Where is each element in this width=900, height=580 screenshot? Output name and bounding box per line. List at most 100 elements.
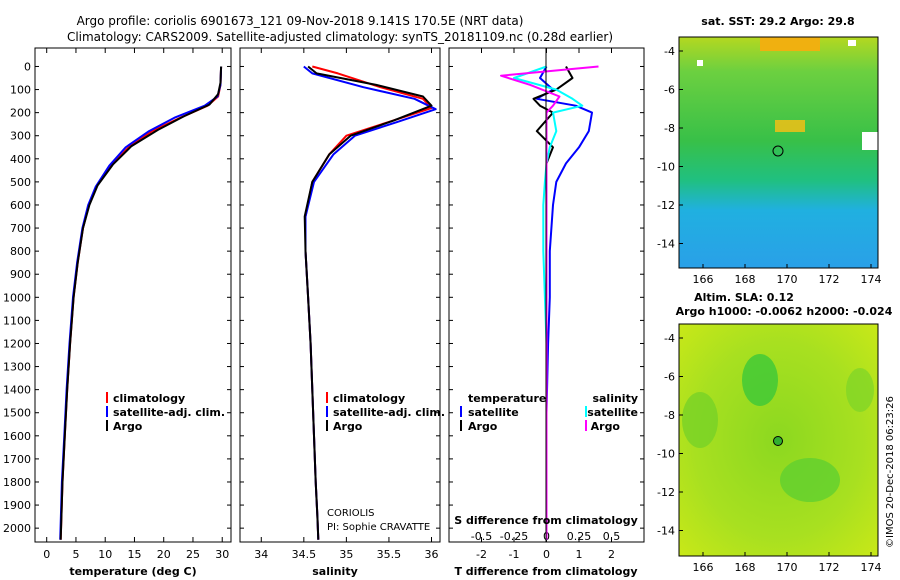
depth-tick-label: 2000 — [3, 522, 31, 535]
map-y-tick-label: -4 — [664, 332, 675, 345]
series-line-satellite-adj-clim- — [59, 66, 223, 540]
map-x-tick-label: 168 — [735, 561, 756, 574]
sla-map-axes: 166 168 170 172 174 -4 -6 -8 -10 -12 -14 — [657, 332, 881, 574]
map-x-tick-label: 174 — [861, 273, 882, 286]
sst-argo-marker — [772, 145, 784, 157]
temperature-xlabel: temperature (deg C) — [69, 565, 196, 578]
legend-label: climatology — [113, 392, 185, 405]
x-tick-label: 25 — [186, 548, 200, 561]
sst-map-field — [679, 37, 878, 268]
x-tick-label: 36 — [424, 548, 438, 561]
legend-label: Argo — [113, 420, 143, 433]
sla-map-frame — [678, 323, 879, 557]
x-tick-label: 0 — [43, 548, 50, 561]
x-tick-label: -2 — [476, 548, 487, 561]
sla-high-blob — [682, 392, 718, 448]
data-centre-note: CORIOLIS — [327, 508, 375, 519]
series-line-satellite-adj-clim- — [303, 65, 437, 540]
depth-tick-label: 1700 — [3, 453, 31, 466]
title-line-2: Climatology: CARS2009. Satellite-adjuste… — [67, 30, 613, 44]
difference-top-label: S difference from climatology — [454, 514, 638, 527]
legend-label: Argo — [468, 420, 498, 433]
sst-map-frame — [678, 36, 879, 269]
legend-label: Argo — [591, 420, 621, 433]
legend-label: satellite-adj. clim. — [113, 406, 225, 419]
series-line-climatology — [304, 65, 433, 540]
depth-tick-label: 100 — [10, 84, 31, 97]
legend-temp-title: temperature — [468, 392, 546, 405]
temperature-series — [59, 66, 223, 540]
legend-label: satellite-adj. clim. — [333, 406, 445, 419]
top-x-tick-label: 0.5 — [603, 530, 621, 543]
depth-tick-label: 900 — [10, 268, 31, 281]
difference-xlabel: T difference from climatology — [454, 565, 637, 578]
x-tick-label: 34.5 — [292, 548, 317, 561]
salinity-series — [303, 65, 437, 540]
sst-cloud-gap — [862, 132, 878, 150]
x-tick-label: 15 — [127, 548, 141, 561]
salinity-legend: climatology satellite-adj. clim. Argo — [326, 392, 445, 433]
map-x-tick-label: 166 — [693, 561, 714, 574]
x-tick-label: 5 — [72, 548, 79, 561]
legend-label: satellite — [587, 406, 638, 419]
sst-warm-patch — [760, 37, 820, 51]
legend-label: climatology — [333, 392, 405, 405]
imos-watermark: ©IMOS 20-Dec-2018 06:23:26 — [885, 396, 896, 548]
x-tick-label: 2 — [608, 548, 615, 561]
series-line-argo — [303, 65, 433, 540]
depth-tick-label: 1500 — [3, 407, 31, 420]
sla-high-blob — [846, 368, 874, 412]
depth-tick-label: 1400 — [3, 384, 31, 397]
top-x-tick-label: 0.25 — [567, 530, 592, 543]
map-y-tick-label: -12 — [657, 199, 675, 212]
series-line-salinity-satellite — [513, 65, 584, 540]
top-x-tick-label: -0.25 — [500, 530, 528, 543]
difference-top-axis: -0.5-0.2500.250.5 — [471, 530, 620, 543]
depth-tick-label: 200 — [10, 107, 31, 120]
legend-label: Argo — [333, 420, 363, 433]
x-tick-label: 1 — [576, 548, 583, 561]
sla-high-blob — [780, 458, 840, 502]
x-tick-label: 10 — [98, 548, 112, 561]
x-tick-label: 30 — [215, 548, 229, 561]
pi-note: PI: Sophie CRAVATTE — [327, 522, 430, 533]
legend-sal-title: salinity — [592, 392, 638, 405]
salinity-panel-frame — [239, 47, 441, 543]
map-x-tick-label: 172 — [819, 561, 840, 574]
depth-tick-label: 1900 — [3, 499, 31, 512]
x-tick-label: 0 — [543, 548, 550, 561]
sst-map: 166 168 170 172 174 -4 -6 -8 -10 -12 -14 — [657, 36, 882, 286]
depth-axis: 0 100 200 300 400 500 600 700 800 900 1000 1100 1200… — [3, 60, 644, 535]
depth-tick-label: 1800 — [3, 476, 31, 489]
depth-tick-label: 1600 — [3, 430, 31, 443]
map-x-tick-label: 174 — [861, 561, 882, 574]
map-x-tick-label: 168 — [735, 273, 756, 286]
map-y-tick-label: -14 — [657, 238, 675, 251]
depth-tick-label: 1000 — [3, 291, 31, 304]
map-x-tick-label: 170 — [777, 273, 798, 286]
series-line-argo — [59, 66, 223, 540]
map-y-tick-label: -8 — [664, 409, 675, 422]
depth-tick-label: 800 — [10, 245, 31, 258]
x-tick-label: 34 — [254, 548, 268, 561]
sst-cloud-gap — [697, 60, 703, 66]
title-line-1: Argo profile: coriolis 6901673_121 09-No… — [77, 14, 524, 28]
map-y-tick-label: -12 — [657, 486, 675, 499]
map-x-tick-label: 172 — [819, 273, 840, 286]
difference-legend: temperature satellite Argo salinity sate… — [460, 392, 638, 433]
x-tick-label: 35.5 — [377, 548, 402, 561]
depth-tick-label: 400 — [10, 153, 31, 166]
map-y-tick-label: -8 — [664, 122, 675, 135]
salinity-xlabel: salinity — [312, 565, 358, 578]
depth-tick-label: 1200 — [3, 337, 31, 350]
sla-map: 166 168 170 172 174 -4 -6 -8 -10 -12 -14 — [657, 323, 882, 574]
map-y-tick-label: -6 — [664, 84, 675, 97]
sla-map-subtitle: Argo h1000: -0.0062 h2000: -0.024 — [676, 305, 893, 318]
depth-tick-label: 600 — [10, 199, 31, 212]
depth-tick-label: 1300 — [3, 361, 31, 374]
map-x-tick-label: 166 — [693, 273, 714, 286]
depth-tick-label: 700 — [10, 222, 31, 235]
difference-x-axis: -2 -1 0 1 2 — [476, 48, 615, 561]
map-y-tick-label: -10 — [657, 161, 675, 174]
